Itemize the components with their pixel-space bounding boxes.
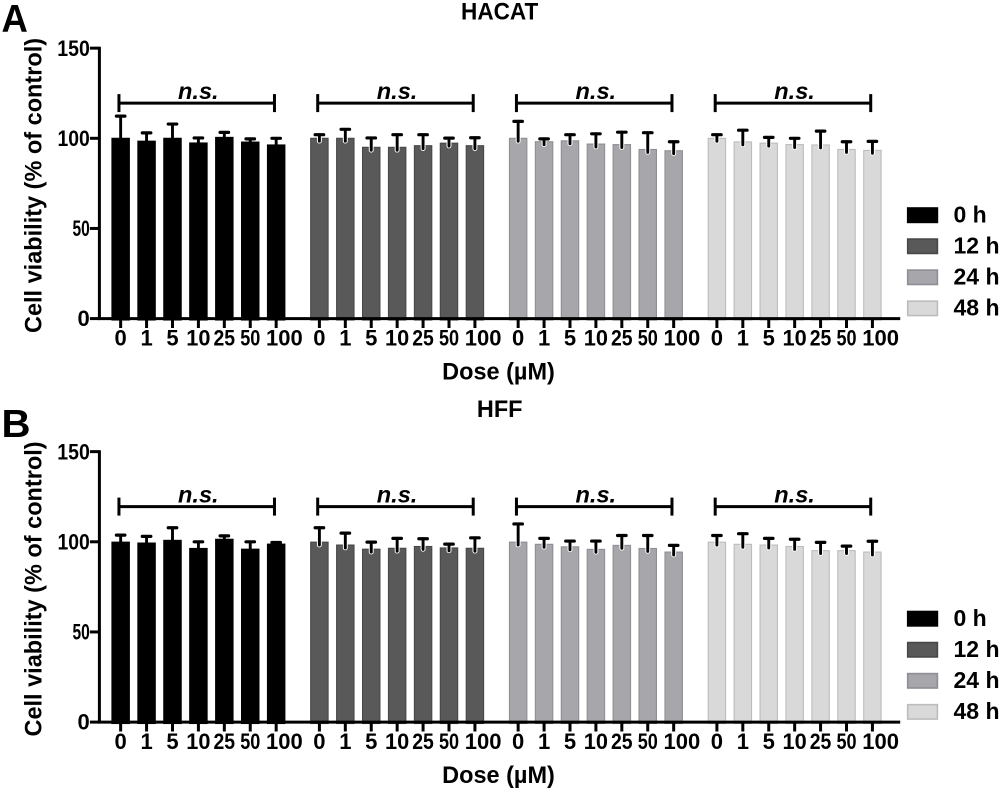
svg-text:Dose (µM): Dose (µM) [442,762,555,789]
svg-text:n.s.: n.s. [774,78,815,104]
svg-text:50: 50 [439,326,459,351]
svg-text:1: 1 [140,326,152,351]
svg-text:100: 100 [862,729,899,754]
svg-text:0: 0 [711,729,723,754]
svg-text:0: 0 [512,326,524,351]
svg-text:12 h: 12 h [954,232,1000,258]
svg-text:50: 50 [836,326,856,351]
svg-text:Cell viability (% of control): Cell viability (% of control) [20,441,47,736]
svg-text:n.s.: n.s. [178,482,219,508]
svg-text:n.s.: n.s. [576,482,617,508]
svg-text:1: 1 [140,729,152,754]
svg-text:n.s.: n.s. [774,482,815,508]
svg-text:50: 50 [73,620,90,645]
svg-text:100: 100 [58,126,90,151]
svg-text:A: A [2,0,28,41]
svg-text:50: 50 [240,729,260,754]
svg-text:n.s.: n.s. [576,78,617,104]
svg-text:100: 100 [465,729,502,754]
svg-text:0: 0 [115,326,127,351]
svg-text:50: 50 [73,216,90,241]
svg-text:1: 1 [538,326,550,351]
svg-text:0: 0 [512,729,524,754]
svg-text:48 h: 48 h [954,294,1000,320]
svg-text:5: 5 [763,729,775,754]
svg-text:n.s.: n.s. [178,78,219,104]
svg-text:0 h: 0 h [954,605,987,631]
svg-text:100: 100 [465,326,502,351]
svg-text:150: 150 [57,439,90,464]
svg-text:10: 10 [584,326,608,351]
svg-text:100: 100 [266,729,303,754]
svg-text:12 h: 12 h [954,636,1000,662]
svg-text:100: 100 [58,529,90,554]
svg-text:100: 100 [862,326,899,351]
svg-text:0: 0 [78,306,90,331]
svg-text:10: 10 [186,326,210,351]
svg-text:n.s.: n.s. [377,482,418,508]
svg-text:5: 5 [365,326,377,351]
svg-text:0: 0 [78,710,90,735]
svg-text:1: 1 [538,729,550,754]
svg-text:0: 0 [115,729,127,754]
svg-text:25: 25 [412,326,434,351]
svg-text:10: 10 [783,729,807,754]
svg-text:0: 0 [711,326,723,351]
svg-text:1: 1 [737,326,749,351]
svg-text:1: 1 [339,326,351,351]
svg-text:n.s.: n.s. [377,78,418,104]
svg-text:24 h: 24 h [954,667,1000,693]
svg-text:0 h: 0 h [954,201,987,227]
svg-text:0: 0 [313,326,325,351]
svg-text:10: 10 [186,729,210,754]
svg-text:25: 25 [810,326,832,351]
svg-text:Dose (µM): Dose (µM) [442,359,555,386]
svg-text:50: 50 [439,729,459,754]
svg-text:150: 150 [57,36,90,61]
svg-text:25: 25 [611,326,633,351]
svg-text:0: 0 [313,729,325,754]
svg-text:100: 100 [664,729,701,754]
svg-text:50: 50 [638,729,658,754]
svg-text:B: B [2,403,31,446]
svg-text:10: 10 [783,326,807,351]
svg-text:25: 25 [810,729,832,754]
svg-text:5: 5 [564,326,576,351]
svg-text:25: 25 [412,729,434,754]
svg-text:Cell viability (% of control): Cell viability (% of control) [20,38,47,333]
svg-text:10: 10 [385,729,409,754]
svg-text:50: 50 [638,326,658,351]
svg-text:25: 25 [214,326,236,351]
svg-text:100: 100 [266,326,303,351]
svg-text:5: 5 [365,729,377,754]
svg-text:50: 50 [240,326,260,351]
svg-text:1: 1 [339,729,351,754]
svg-text:5: 5 [763,326,775,351]
svg-text:50: 50 [836,729,856,754]
svg-text:25: 25 [214,729,236,754]
svg-text:1: 1 [737,729,749,754]
svg-text:5: 5 [564,729,576,754]
svg-text:5: 5 [166,729,178,754]
svg-text:100: 100 [664,326,701,351]
svg-text:24 h: 24 h [954,263,1000,289]
svg-text:HACAT: HACAT [461,0,539,26]
svg-text:25: 25 [611,729,633,754]
svg-text:48 h: 48 h [954,698,1000,724]
svg-text:10: 10 [584,729,608,754]
svg-text:HFF: HFF [477,396,523,423]
svg-text:5: 5 [166,326,178,351]
svg-text:10: 10 [385,326,409,351]
